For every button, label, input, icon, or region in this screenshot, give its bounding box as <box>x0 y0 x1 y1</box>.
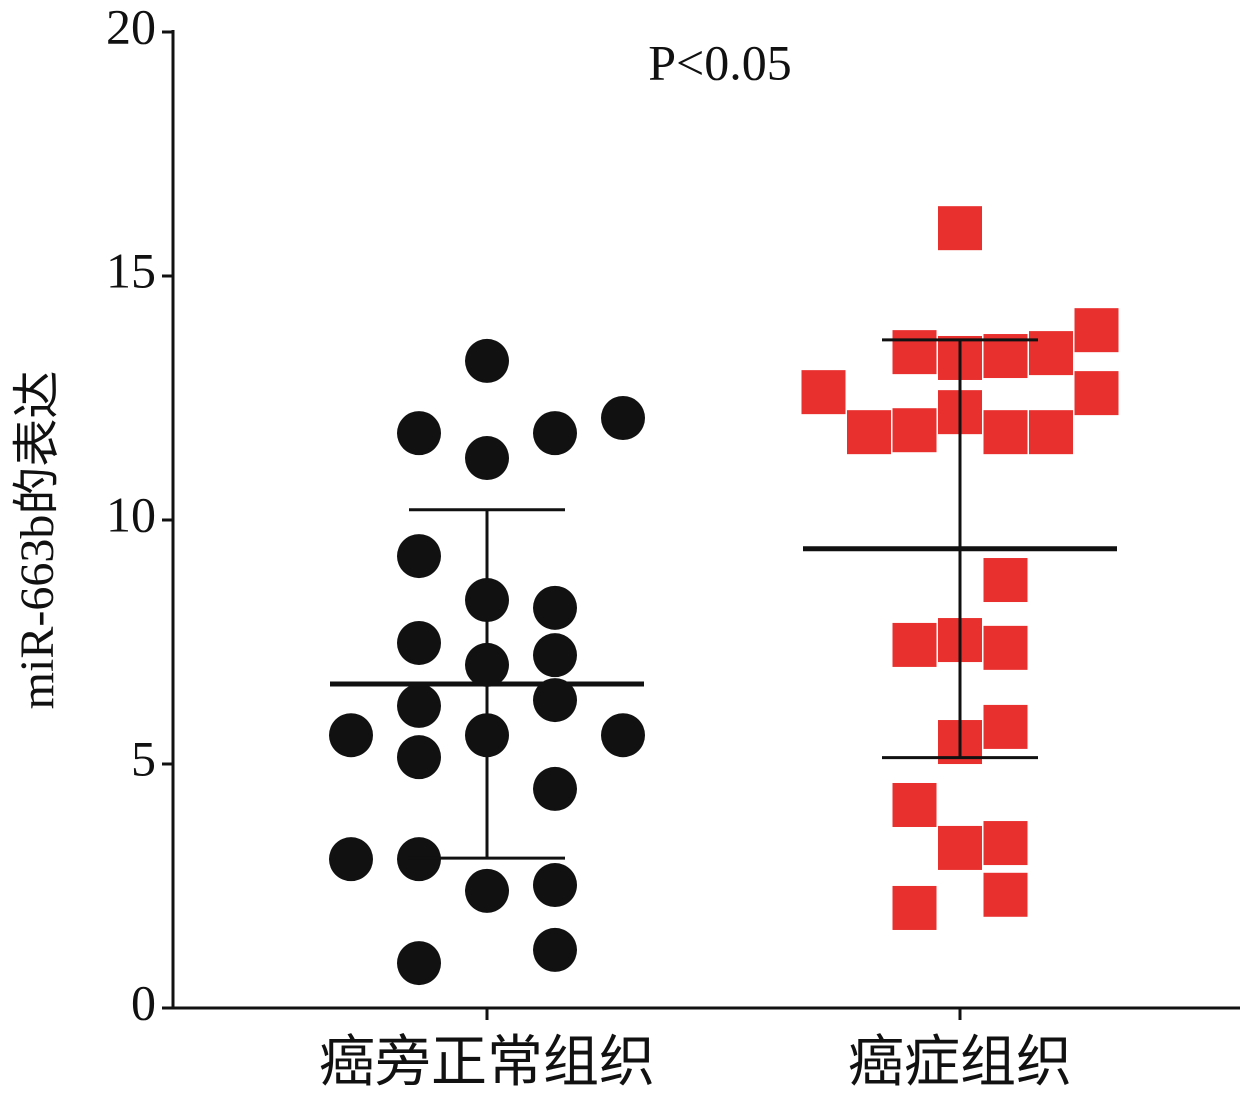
point <box>601 396 645 441</box>
x-tick-label: 癌旁正常组织 <box>319 1030 655 1095</box>
annotation: P<0.05 <box>648 34 792 90</box>
y-tick-label: 0 <box>131 974 156 1030</box>
point <box>892 408 937 453</box>
point <box>397 620 441 665</box>
point <box>983 704 1028 749</box>
point <box>983 872 1028 917</box>
point <box>983 558 1028 603</box>
point <box>533 766 577 811</box>
y-tick-label: 20 <box>106 0 156 54</box>
y-axis-label: miR-663b的表达 <box>11 371 64 710</box>
point <box>465 868 509 913</box>
point <box>533 633 577 678</box>
point <box>938 206 982 251</box>
point <box>892 330 937 375</box>
point <box>892 782 937 827</box>
point <box>533 411 577 456</box>
point <box>892 885 937 930</box>
point <box>1029 331 1073 376</box>
point <box>397 941 441 986</box>
point <box>397 735 441 780</box>
point <box>938 825 982 870</box>
point <box>533 863 577 908</box>
point <box>533 927 577 972</box>
point <box>1074 308 1119 353</box>
point <box>397 534 441 579</box>
point <box>847 410 891 455</box>
y-tick-label: 5 <box>131 730 156 786</box>
point <box>983 625 1028 670</box>
point <box>397 411 441 456</box>
point <box>892 622 937 667</box>
point <box>801 370 846 415</box>
point <box>397 683 441 728</box>
point <box>983 821 1028 866</box>
point <box>329 713 373 758</box>
point <box>465 338 509 383</box>
point <box>329 837 373 882</box>
point <box>533 678 577 723</box>
point <box>1074 371 1119 416</box>
point <box>533 585 577 630</box>
y-tick-label: 15 <box>106 242 156 298</box>
point <box>465 436 509 481</box>
x-tick-label: 癌症组织 <box>848 1030 1072 1095</box>
point <box>1029 410 1073 455</box>
point <box>601 713 645 758</box>
y-tick-label: 10 <box>106 486 156 542</box>
point <box>983 410 1028 455</box>
